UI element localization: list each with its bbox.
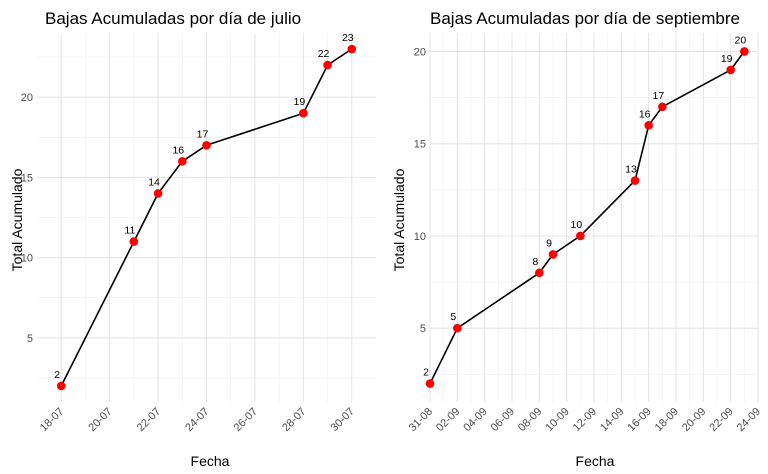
y-tick-label: 20 [414, 46, 426, 58]
data-point [726, 65, 735, 75]
chart-july: Bajas Acumuladas por día de julio Total … [9, 9, 376, 469]
data-point [177, 157, 187, 166]
data-label: 22 [318, 48, 330, 60]
y-tick-label: 20 [21, 92, 33, 104]
x-tick-label: 16-09 [625, 406, 653, 434]
x-axis-label: Fecha [576, 453, 615, 469]
data-label: 10 [570, 219, 582, 231]
data-label: 11 [124, 225, 135, 237]
data-label: 2 [423, 367, 429, 379]
x-axis-label: Fecha [191, 453, 230, 469]
x-tick-label: 24-07 [183, 406, 211, 434]
data-label: 5 [450, 311, 456, 323]
y-tick-label: 10 [414, 231, 426, 243]
data-label: 13 [625, 164, 637, 176]
data-point [644, 120, 653, 130]
x-tick-label: 14-09 [598, 406, 626, 434]
y-tick-label: 5 [420, 323, 426, 335]
y-tick-label: 5 [27, 333, 33, 345]
data-point [548, 250, 558, 259]
x-tick-label: 24-09 [735, 406, 763, 434]
gridlines [37, 33, 376, 402]
data-label: 16 [172, 144, 184, 156]
data-label: 2 [54, 369, 60, 381]
data-point [535, 268, 544, 278]
data-label: 23 [342, 32, 354, 44]
gridlines [429, 33, 759, 402]
series-line [60, 48, 353, 387]
x-tick-label: 20-07 [86, 406, 114, 434]
chart-title: Bajas Acumuladas por día de septiembre [430, 9, 740, 28]
data-label: 9 [546, 237, 552, 249]
x-tick-label: 08-09 [516, 406, 544, 434]
chart-september: Bajas Acumuladas por día de septiembre T… [391, 9, 763, 469]
data-point [323, 60, 332, 70]
data-point [202, 141, 211, 150]
x-tick-label: 12-09 [571, 406, 599, 434]
data-point [425, 379, 435, 388]
x-tick-label: 22-09 [707, 406, 735, 434]
y-axis-label: Total Acumulado [391, 168, 407, 271]
x-tick-label: 31-08 [407, 406, 435, 434]
data-point [658, 102, 667, 112]
x-tick-label: 10-09 [543, 406, 571, 434]
x-tick-label: 28-07 [280, 406, 308, 434]
data-point [347, 44, 357, 54]
y-tick-label: 15 [414, 139, 426, 151]
data-label: 17 [197, 128, 209, 140]
y-tick-label: 15 [21, 172, 33, 184]
x-tick-label: 20-09 [680, 406, 708, 434]
data-point [153, 189, 163, 198]
x-tick-label: 22-07 [135, 406, 163, 434]
data-label: 14 [148, 176, 160, 188]
x-tick-label: 18-07 [38, 406, 66, 434]
x-tick-label: 18-09 [653, 406, 681, 434]
x-tick-label: 06-09 [489, 406, 517, 434]
x-tick-label: 04-09 [461, 406, 489, 434]
data-point [630, 176, 640, 185]
data-label: 8 [532, 256, 538, 268]
data-point [453, 323, 462, 333]
data-point [576, 231, 585, 241]
data-point [129, 237, 139, 246]
chart-title: Bajas Acumuladas por día de julio [45, 9, 301, 28]
series-line [429, 50, 745, 384]
data-point [740, 47, 749, 56]
data-label: 17 [652, 90, 664, 102]
data-label: 19 [294, 96, 306, 108]
data-label: 20 [734, 34, 746, 46]
x-tick-label: 02-09 [434, 406, 462, 434]
x-tick-label: 30-07 [329, 406, 357, 434]
y-tick-label: 10 [21, 253, 33, 265]
data-point [299, 108, 308, 118]
data-label: 19 [721, 53, 733, 65]
data-point [56, 381, 66, 391]
data-label: 16 [639, 108, 651, 120]
x-tick-label: 26-07 [232, 406, 260, 434]
y-axis-label: Total Acumulado [9, 168, 25, 271]
